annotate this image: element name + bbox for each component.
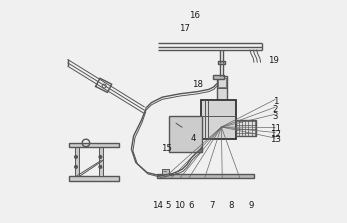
Circle shape [99,156,102,158]
Bar [212,75,223,79]
Text: 7: 7 [209,201,214,210]
Text: 5: 5 [166,201,171,210]
Circle shape [75,165,77,168]
Text: 2: 2 [273,105,278,114]
Text: 15: 15 [161,144,172,153]
Bar [201,100,236,139]
Bar [218,61,225,64]
Text: 9: 9 [249,201,254,210]
Text: 19: 19 [268,56,279,66]
Bar [236,120,256,136]
Text: 10: 10 [174,201,185,210]
Bar [218,78,226,87]
Text: 6: 6 [188,201,194,210]
Circle shape [75,156,77,158]
Bar [162,169,169,173]
Circle shape [99,165,102,168]
Text: 3: 3 [273,112,278,121]
Text: 8: 8 [229,201,234,210]
Bar [69,176,119,181]
Text: 1: 1 [273,97,278,106]
Text: 4: 4 [191,134,196,142]
Text: 12: 12 [270,130,281,139]
Text: 18: 18 [192,81,203,89]
Bar [217,76,227,100]
Text: 14: 14 [152,201,163,210]
Text: 13: 13 [270,135,281,144]
Bar [157,173,254,178]
Bar [169,116,202,152]
Bar [69,143,119,147]
Text: 17: 17 [179,24,190,33]
Text: 16: 16 [189,11,200,20]
Bar [75,147,79,176]
Bar [99,147,103,176]
Text: 11: 11 [270,124,281,133]
